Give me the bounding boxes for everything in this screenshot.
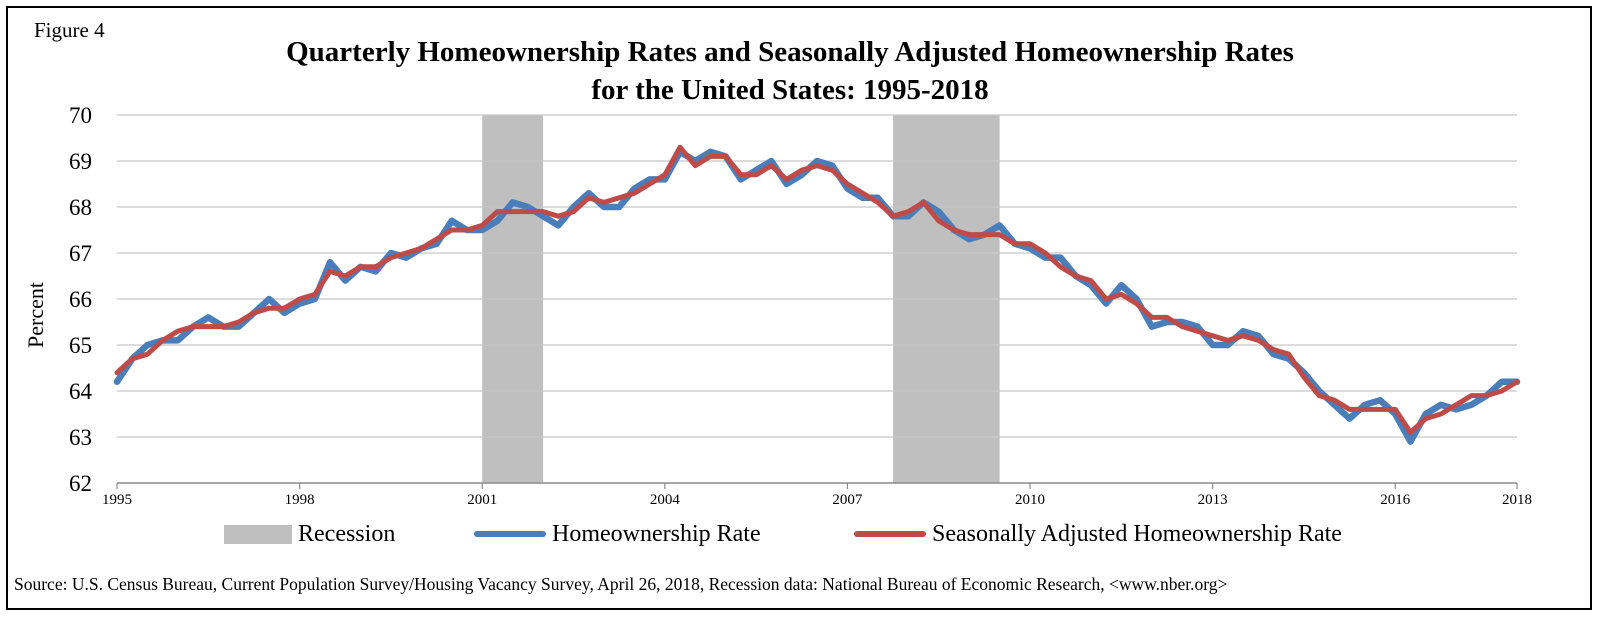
legend-item-recession: Recession [224,519,395,549]
legend-label-sa-rate: Seasonally Adjusted Homeownership Rate [932,520,1342,547]
x-tick-label-1995: 1995 [102,492,132,508]
source-note: Source: U.S. Census Bureau, Current Popu… [14,574,1228,594]
chart-title: Quarterly Homeownership Rates and Season… [130,33,1450,109]
y-tick-label-67: 67 [69,241,92,266]
y-tick-label-64: 64 [69,379,93,404]
x-tick-label-2010: 2010 [1015,492,1045,508]
y-axis-ticks: 70 69 68 67 66 65 64 63 62 [69,103,93,496]
y-tick-label-66: 66 [69,287,92,312]
gridlines [117,114,1517,484]
series-line-sa-rate [114,144,1520,435]
x-tick-label-1998: 1998 [285,492,315,508]
y-tick-label-68: 68 [69,195,92,220]
y-tick-label-62: 62 [69,471,92,496]
chart-title-line2: for the United States: 1995-2018 [591,74,989,106]
series-lines [113,144,1521,445]
legend-swatch-recession [224,524,292,544]
y-tick-label-69: 69 [69,149,92,174]
x-tick-label-2016: 2016 [1380,492,1411,508]
y-tick-label-70: 70 [69,103,92,128]
y-tick-label-63: 63 [69,425,92,450]
x-tick-label-2013: 2013 [1198,492,1228,508]
x-tick-label-2018: 2018 [1502,492,1532,508]
series-line-rate [113,148,1521,445]
x-tick-label-2004: 2004 [650,492,681,508]
chart-title-line1: Quarterly Homeownership Rates and Season… [286,36,1294,68]
legend-swatch-rate [474,531,546,537]
legend: Recession Homeownership Rate Seasonally … [0,519,1600,549]
legend-label-recession: Recession [298,520,396,547]
legend-label-rate: Homeownership Rate [552,520,761,547]
legend-item-sa-rate: Seasonally Adjusted Homeownership Rate [854,519,1342,549]
x-tick-label-2007: 2007 [832,492,863,508]
y-tick-label-65: 65 [69,333,92,358]
figure-label: Figure 4 [34,18,105,42]
legend-swatch-sa-rate [854,531,926,537]
x-axis-ticks: 1995 1998 2001 2004 2007 2010 2013 2016 2018 [102,483,1532,508]
x-tick-label-2001: 2001 [467,492,497,508]
legend-item-rate: Homeownership Rate [474,519,761,549]
